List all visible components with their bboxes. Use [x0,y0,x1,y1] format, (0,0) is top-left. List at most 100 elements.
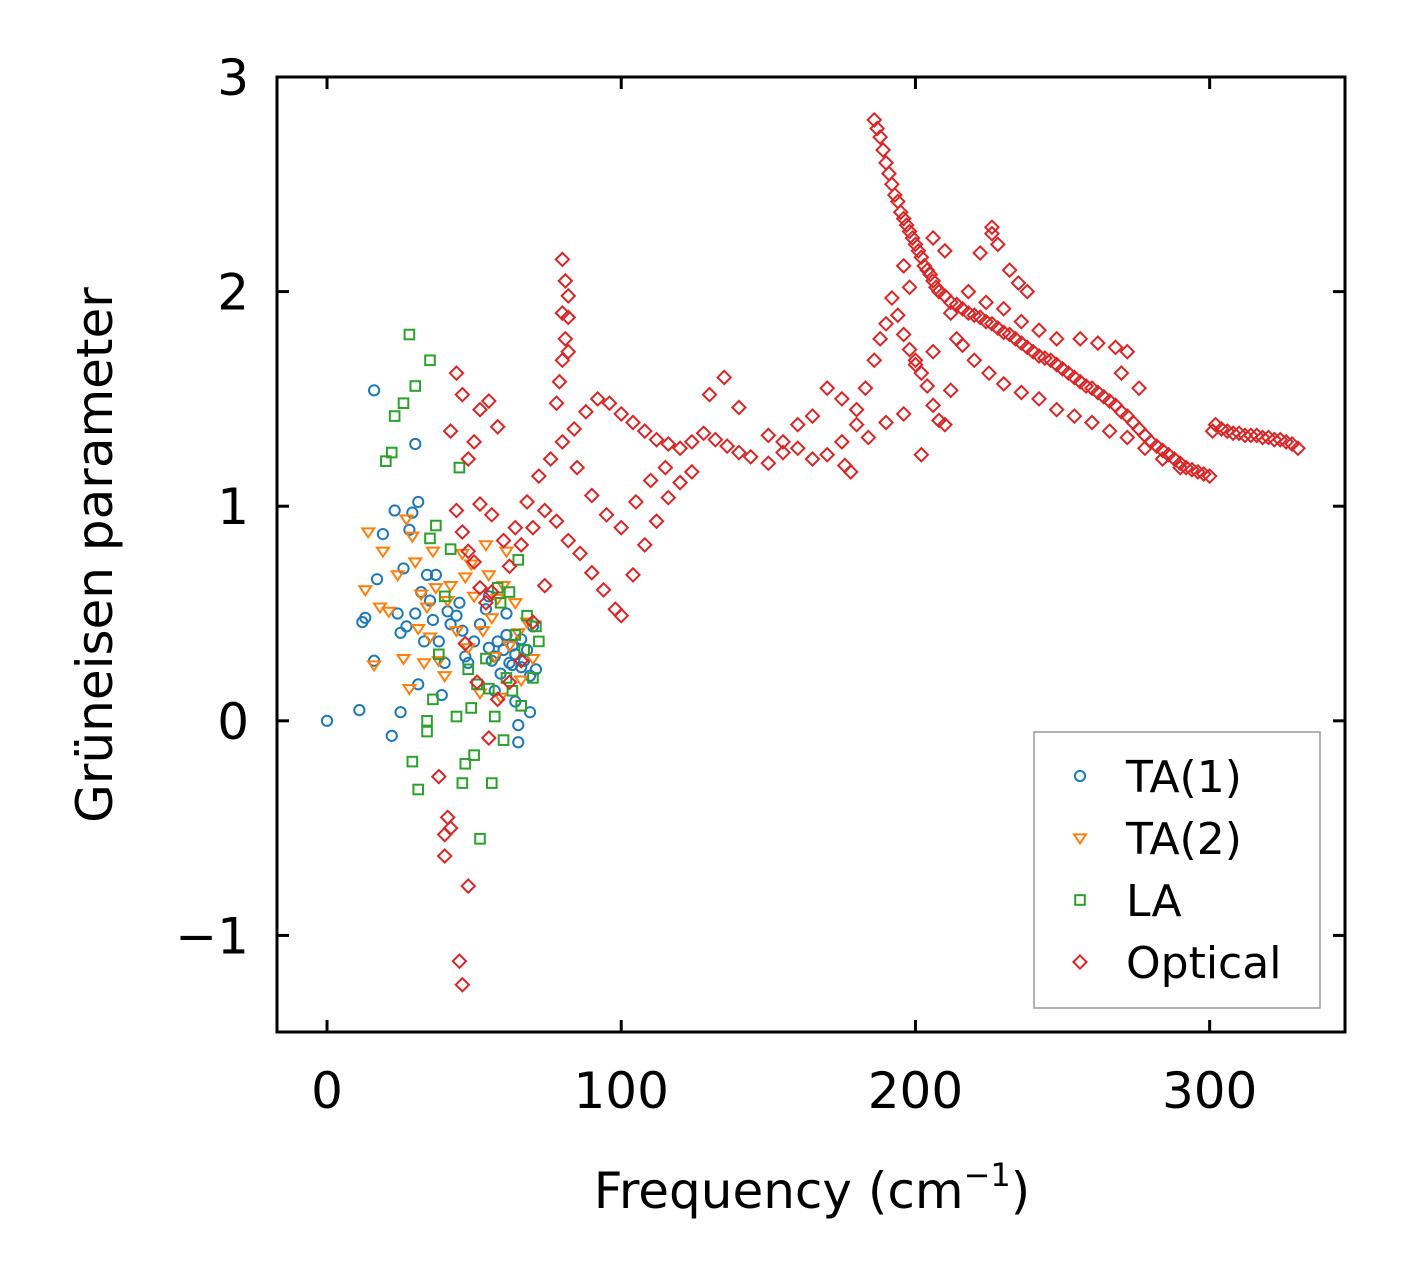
data-point [1266,431,1283,448]
data-point [480,570,497,583]
data-point [660,489,677,506]
data-point [980,365,998,382]
data-point [406,755,419,768]
data-point [904,229,921,246]
data-point [495,532,512,549]
data-point [1242,427,1259,444]
legend-frame [1033,731,1321,1009]
data-point [512,736,525,749]
data-point [453,596,466,609]
data-point [1101,423,1118,440]
data-point [519,493,536,510]
data-point [789,416,806,433]
data-point [391,607,404,620]
data-point [527,672,539,684]
data-point [407,557,424,570]
data-point [901,279,918,296]
data-point [742,448,759,465]
data-point [444,618,457,631]
data-point [400,620,413,633]
data-point [848,401,865,418]
data-point [1066,408,1083,425]
data-point [515,699,527,712]
data-point [627,493,644,510]
data-point [672,440,689,457]
data-point [466,433,483,450]
data-point [454,523,471,540]
data-point [833,433,850,450]
data-point [512,719,525,732]
data-point [598,506,615,523]
data-point [486,651,503,664]
y-tick-label: 0 [217,693,249,751]
y-tick-label: 2 [217,264,249,322]
data-point [569,459,586,476]
data-point [398,514,415,527]
data-point [432,635,445,648]
data-point [488,710,501,723]
data-point [438,590,451,603]
data-point [695,425,712,442]
data-point [1225,425,1242,442]
data-point [554,305,571,322]
data-point [966,352,983,369]
data-point [536,577,553,594]
data-point [1113,365,1130,382]
data-point [942,382,959,399]
data-point [385,729,398,742]
data-point [878,414,895,431]
data-point [376,528,390,541]
data-point [936,242,953,259]
data-point [860,429,877,446]
data-point [500,628,513,642]
data-point [503,656,516,669]
data-point [423,594,437,607]
data-point [466,553,483,571]
data-point [577,403,594,420]
data-point [536,502,553,519]
data-point [471,496,489,513]
data-point [1289,440,1306,457]
data-point [624,566,642,583]
data-point [719,438,736,455]
data-point [448,502,465,519]
data-point [1031,390,1048,407]
data-point [500,607,513,620]
data-point [509,629,522,641]
data-point [459,757,472,770]
data-point [454,386,471,403]
data-point [989,236,1006,253]
data-point [819,380,836,397]
data-point [983,225,1000,242]
data-point [866,111,883,128]
data-point [1201,468,1218,485]
data-point [475,626,491,638]
data-point [613,519,630,536]
data-point [1048,330,1065,347]
data-point [498,546,515,559]
data-point [507,598,524,610]
data-point [388,410,401,422]
data-point [995,300,1012,317]
data-point [613,607,630,624]
data-point [442,423,459,440]
data-point [672,474,689,491]
data-point [460,450,477,468]
data-point [898,217,915,234]
data-point [901,223,918,240]
data-point [433,648,445,661]
x-tick-label: 300 [1162,1062,1257,1120]
data-point [501,641,518,653]
legend: TA(1) TA(2) LA Optical [1033,731,1321,1009]
series-ta-2- [357,514,541,705]
data-point [925,272,942,289]
data-point [485,777,498,789]
legend-label: TA(1) [1125,752,1242,803]
data-point [1048,401,1065,418]
data-point [489,691,506,708]
x-tick-label: 100 [574,1062,669,1120]
y-tick-label: −1 [175,907,249,965]
data-point [1010,275,1027,292]
legend-item: Optical [1071,938,1281,989]
